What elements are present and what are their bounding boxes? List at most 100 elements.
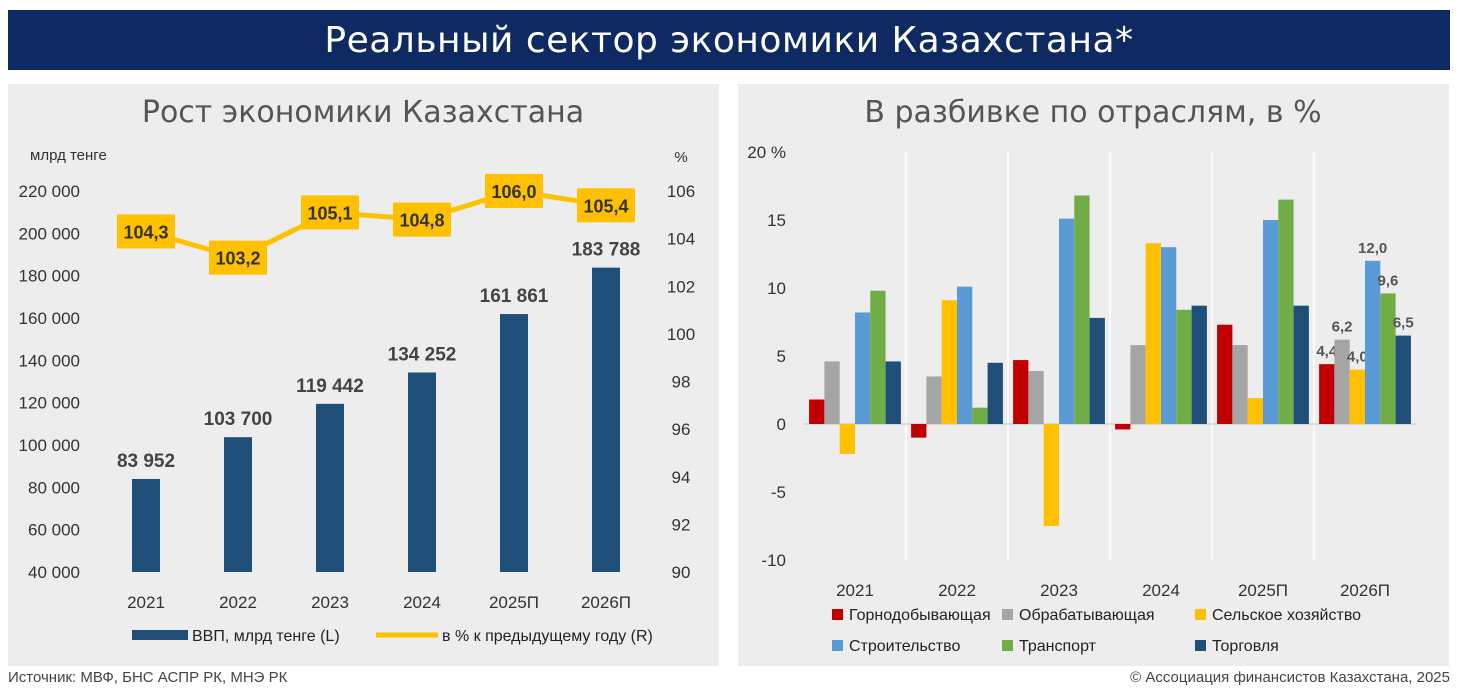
sector-bar (1013, 360, 1029, 424)
growth-point-label: 104,3 (123, 222, 168, 242)
growth-point-box (577, 188, 635, 223)
sector-bar (809, 399, 825, 424)
legend-gdp-label: ВВП, млрд тенге (L) (192, 628, 340, 645)
legend-swatch (1195, 640, 1206, 651)
growth-point-box (393, 202, 451, 237)
sector-bar (855, 312, 871, 424)
x-axis-tick: 2022 (219, 593, 257, 612)
left-axis-tick: 80 000 (28, 478, 80, 497)
left-axis-tick: 100 000 (19, 436, 80, 455)
y-axis-tick: 15 (767, 211, 786, 230)
growth-point-box (301, 195, 359, 230)
x-axis-tick: 2021 (127, 593, 165, 612)
sector-bar (926, 376, 942, 424)
left-axis-tick: 60 000 (28, 521, 80, 540)
gdp-bar (224, 437, 252, 572)
sector-bar (870, 290, 886, 424)
gdp-growth-chart: Рост экономики Казахстана млрд тенге % 4… (19, 95, 696, 645)
y-axis-tick: 20 % (747, 143, 786, 162)
gdp-bar (500, 314, 528, 572)
left-axis-tick: 160 000 (19, 309, 80, 328)
legend-label: Строительство (849, 638, 960, 655)
right-axis-tick: 104 (667, 230, 695, 249)
sector-bar (1074, 195, 1090, 424)
growth-point-box (209, 240, 267, 275)
sector-value-label: 4,0 (1347, 349, 1368, 366)
sector-bar (1089, 317, 1105, 424)
sector-bar (1217, 324, 1233, 424)
right-axis-tick: 92 (672, 515, 691, 534)
sector-bar (1247, 398, 1263, 424)
sector-bar (911, 424, 927, 438)
right-axis-unit: % (674, 149, 687, 166)
gdp-bar-label: 183 788 (572, 240, 641, 261)
gdp-bar-label: 134 252 (388, 344, 457, 365)
source-note: Источник: МВФ, БНС АСПР РК, МНЭ РК (8, 669, 288, 686)
sector-bar (1059, 218, 1075, 424)
sector-chart-title: В разбивке по отраслям, в % (864, 95, 1321, 130)
gdp-bar-label: 161 861 (480, 286, 549, 307)
gdp-bar (592, 267, 620, 572)
gdp-bar-label: 83 952 (117, 451, 175, 472)
x-axis-tick: 2022 (938, 581, 976, 600)
x-axis-tick: 2025П (1238, 581, 1288, 600)
left-axis-tick: 220 000 (19, 182, 80, 201)
sector-value-label: 4,4 (1316, 343, 1338, 360)
sector-bar (1191, 305, 1207, 424)
legend-label: Транспорт (1019, 638, 1097, 655)
sector-growth-chart: В разбивке по отраслям, в % -10 -5 0 5 10 15 2… (747, 95, 1416, 655)
right-axis-tick: 96 (672, 420, 691, 439)
right-axis-tick: 98 (672, 373, 691, 392)
legend-swatch (832, 609, 843, 620)
growth-point-label: 103,2 (215, 249, 260, 269)
sector-bar (1349, 369, 1365, 424)
copyright-note: © Ассоциация финансистов Казахстана, 202… (1130, 669, 1450, 686)
legend-label: Горнодобывающая (849, 607, 991, 624)
sector-bar (1115, 424, 1131, 430)
y-axis-tick: 0 (777, 415, 786, 434)
sector-bar (957, 286, 973, 424)
growth-point-label: 106,0 (491, 182, 536, 202)
left-axis-tick: 200 000 (19, 224, 80, 243)
sector-bar (839, 424, 855, 454)
sector-bar (1395, 335, 1411, 424)
x-axis-tick: 2023 (311, 593, 349, 612)
legend-swatch (1002, 609, 1013, 620)
sector-bar (1161, 247, 1177, 424)
legend-label: Сельское хозяйство (1212, 607, 1361, 624)
legend-swatch (832, 640, 843, 651)
sector-bar (885, 361, 901, 424)
sector-bar (1232, 345, 1248, 424)
right-axis-tick: 100 (667, 325, 695, 344)
gdp-growth-chart-panel: Рост экономики Казахстана млрд тенге % 4… (8, 84, 719, 666)
sector-chart-panel: В разбивке по отраслям, в % -10 -5 0 5 10 15 2… (738, 84, 1449, 666)
sector-bar (987, 362, 1003, 424)
x-axis-tick: 2024 (1142, 581, 1180, 600)
y-axis-tick: -10 (761, 551, 786, 570)
gdp-chart-title: Рост экономики Казахстана (142, 95, 584, 130)
legend-swatch (1195, 609, 1206, 620)
legend-gdp-swatch (132, 630, 188, 640)
sector-value-label: 12,0 (1358, 240, 1387, 257)
x-axis-tick: 2021 (836, 581, 874, 600)
gdp-bar (316, 403, 344, 572)
x-axis-tick: 2025П (489, 593, 539, 612)
right-axis-tick: 106 (667, 182, 695, 201)
legend-swatch (1002, 640, 1013, 651)
page-title: Реальный сектор экономики Казахстана* (324, 19, 1134, 61)
sector-bar (1043, 424, 1059, 526)
y-axis-tick: 5 (777, 347, 786, 366)
gdp-bar-label: 103 700 (204, 409, 273, 430)
sector-bar (1130, 345, 1146, 424)
sector-bar (1263, 220, 1279, 424)
sector-bar (1028, 370, 1044, 424)
left-axis-unit: млрд тенге (30, 147, 107, 164)
sector-bar (1365, 260, 1381, 424)
y-axis-tick: 10 (767, 279, 786, 298)
legend-label: Обрабатывающая (1019, 607, 1155, 624)
growth-point-box (117, 214, 175, 249)
sector-value-label: 9,6 (1378, 272, 1399, 289)
growth-point-label: 105,4 (583, 196, 628, 216)
left-axis-tick: 180 000 (19, 267, 80, 286)
sector-bar (1278, 199, 1294, 424)
